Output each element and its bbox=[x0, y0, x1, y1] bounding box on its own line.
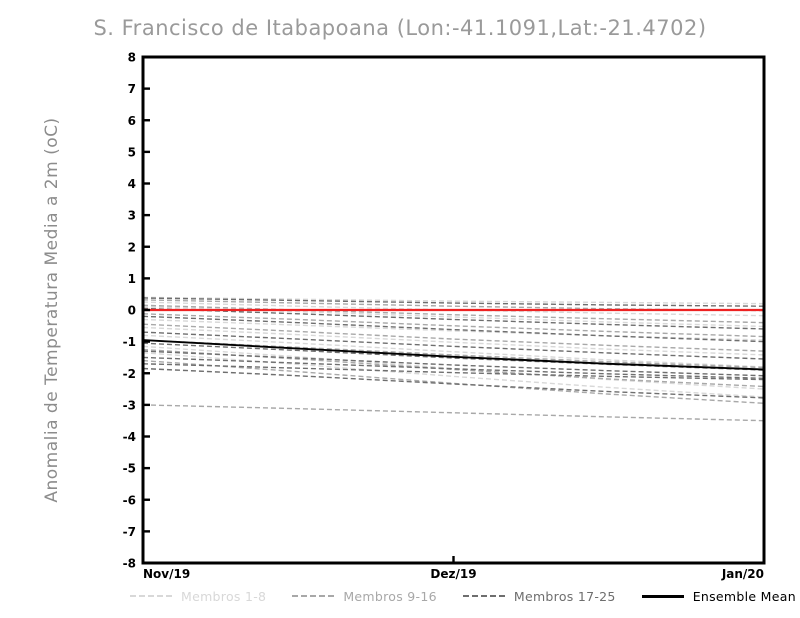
y-tick-label: 1 bbox=[128, 272, 136, 286]
y-tick-label: 3 bbox=[128, 209, 136, 223]
legend-label: Ensemble Mean bbox=[692, 588, 796, 604]
member-line bbox=[142, 356, 765, 380]
member-line bbox=[142, 296, 765, 305]
legend-swatch-icon bbox=[641, 594, 684, 598]
y-tick-label: -2 bbox=[123, 367, 136, 381]
legend-item: Membros 9-16 bbox=[292, 589, 437, 604]
y-tick-label: -8 bbox=[123, 557, 136, 571]
member-line bbox=[142, 313, 765, 338]
member-line bbox=[142, 307, 765, 330]
y-tick-label: -1 bbox=[123, 335, 136, 349]
y-tick-label: 4 bbox=[128, 177, 136, 191]
member-line bbox=[142, 404, 765, 422]
legend-swatch-icon bbox=[292, 595, 335, 597]
legend-label: Membros 1-8 bbox=[181, 588, 267, 604]
y-tick-label: -3 bbox=[123, 398, 136, 412]
legend-item: Membros 17-25 bbox=[462, 588, 616, 604]
x-tick-label: Dez/19 bbox=[430, 567, 476, 581]
y-tick-label: -7 bbox=[123, 525, 136, 539]
member-line bbox=[142, 297, 765, 307]
y-tick-label: -6 bbox=[123, 493, 136, 507]
page-title: S. Francisco de Itabapoana (Lon:-41.1091… bbox=[93, 16, 707, 40]
legend-item: Ensemble Mean bbox=[641, 588, 796, 604]
series-layer bbox=[142, 296, 765, 422]
member-line bbox=[142, 301, 765, 317]
y-tick-label: 6 bbox=[128, 114, 136, 128]
y-tick-label: 5 bbox=[128, 145, 136, 159]
x-tick-label: Nov/19 bbox=[143, 567, 190, 581]
y-tick-label: -4 bbox=[123, 430, 136, 444]
member-line bbox=[142, 351, 765, 398]
y-tick-label: 0 bbox=[128, 304, 136, 318]
y-tick-label: 2 bbox=[128, 240, 136, 254]
member-line bbox=[142, 304, 765, 324]
y-tick-label: 7 bbox=[128, 82, 136, 96]
member-line bbox=[142, 318, 765, 341]
member-line bbox=[142, 326, 765, 356]
y-tick-label: -5 bbox=[123, 462, 136, 476]
ensemble-mean-line bbox=[142, 339, 765, 371]
legend-item: Membros 1-8 bbox=[130, 589, 266, 604]
chart-legend: Membros 1-8 Membros 9-16 Membros 17-25 Ense… bbox=[130, 586, 796, 606]
y-tick-label: 8 bbox=[128, 51, 136, 65]
legend-swatch-icon bbox=[130, 595, 172, 597]
legend-swatch-icon bbox=[462, 595, 505, 597]
legend-label: Membros 17-25 bbox=[513, 588, 616, 604]
axis-layer bbox=[141, 55, 766, 565]
tick-label-layer: -8 -7 -6 -5 -4 -3 -2 -1 0 1 2 3 4 5 6 7 8 Nov/19 Dez/19 Jan… bbox=[123, 51, 764, 582]
x-tick-label: Jan/20 bbox=[721, 567, 764, 581]
legend-label: Membros 9-16 bbox=[343, 588, 437, 604]
